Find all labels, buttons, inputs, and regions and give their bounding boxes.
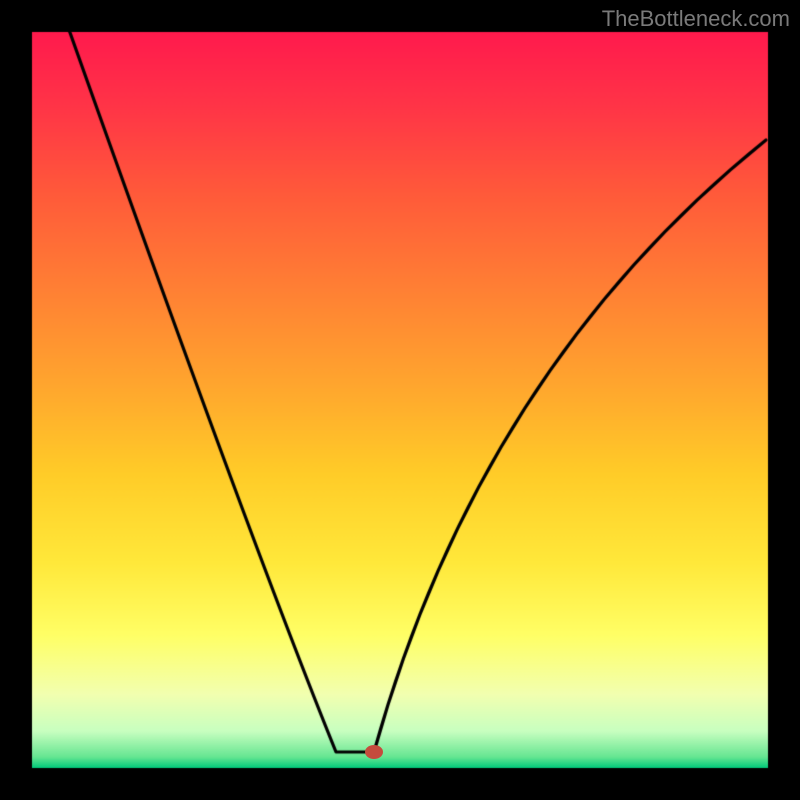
bottleneck-curve	[0, 0, 800, 800]
chart-stage: TheBottleneck.com	[0, 0, 800, 800]
watermark-text: TheBottleneck.com	[602, 6, 790, 32]
optimal-point-marker	[365, 745, 383, 759]
